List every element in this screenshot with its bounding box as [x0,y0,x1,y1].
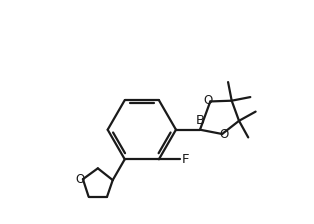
Text: O: O [204,94,213,107]
Text: F: F [182,153,190,166]
Text: B: B [195,114,204,127]
Text: O: O [219,128,229,141]
Text: O: O [75,173,84,186]
